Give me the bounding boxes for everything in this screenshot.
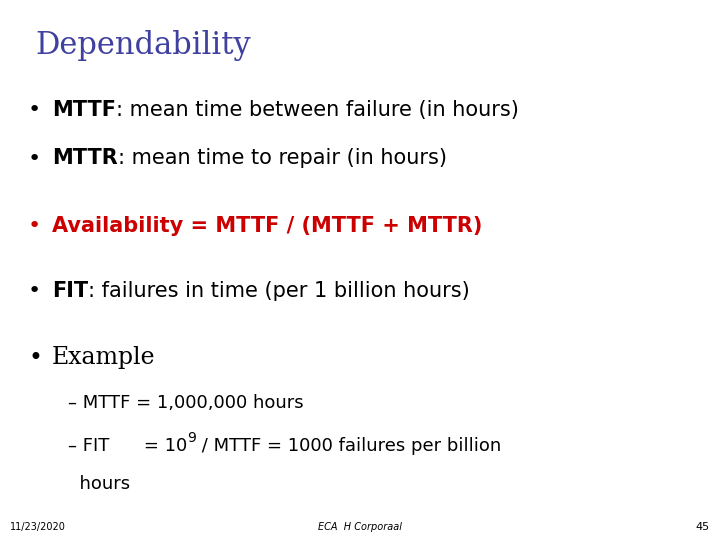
Text: •: • xyxy=(28,100,41,120)
Text: – MTTF = 1,000,000 hours: – MTTF = 1,000,000 hours xyxy=(68,394,304,412)
Text: 9: 9 xyxy=(187,431,196,446)
Text: MTTF: MTTF xyxy=(52,100,116,120)
Text: •: • xyxy=(28,148,41,168)
Text: Dependability: Dependability xyxy=(35,30,251,61)
Text: •: • xyxy=(28,216,41,236)
Text: hours: hours xyxy=(68,475,130,493)
Text: FIT: FIT xyxy=(52,281,88,301)
Text: : mean time to repair (in hours): : mean time to repair (in hours) xyxy=(118,148,446,168)
Text: – FIT      = 10: – FIT = 10 xyxy=(68,437,187,455)
Text: 11/23/2020: 11/23/2020 xyxy=(10,522,66,532)
Text: Availability = MTTF / (MTTF + MTTR): Availability = MTTF / (MTTF + MTTR) xyxy=(52,216,482,236)
Text: ECA  H Corporaal: ECA H Corporaal xyxy=(318,522,402,532)
Text: 45: 45 xyxy=(696,522,710,532)
Text: •: • xyxy=(28,281,41,301)
Text: •: • xyxy=(28,346,42,369)
Text: MTTR: MTTR xyxy=(52,148,118,168)
Text: Example: Example xyxy=(52,346,156,369)
Text: : mean time between failure (in hours): : mean time between failure (in hours) xyxy=(116,100,519,120)
Text: / MTTF = 1000 failures per billion: / MTTF = 1000 failures per billion xyxy=(196,437,501,455)
Text: : failures in time (per 1 billion hours): : failures in time (per 1 billion hours) xyxy=(88,281,470,301)
